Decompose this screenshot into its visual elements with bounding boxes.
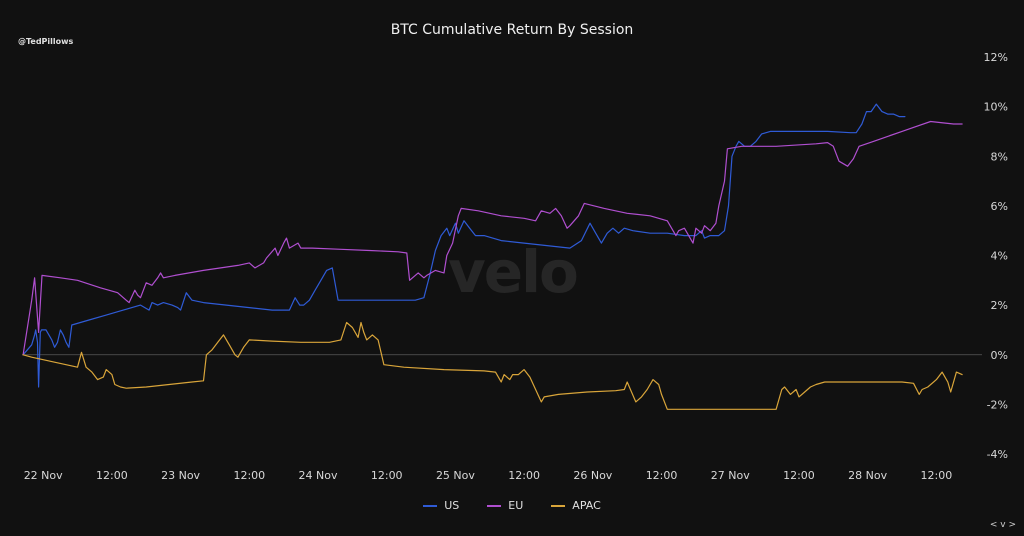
legend-label: APAC — [572, 499, 601, 512]
series-line-apac — [22, 321, 963, 410]
legend-swatch — [551, 504, 566, 507]
legend-swatch — [423, 504, 438, 507]
legend-swatch — [487, 504, 502, 507]
x-tick-label: 28 Nov — [848, 469, 887, 482]
x-tick-label: 22 Nov — [24, 469, 63, 482]
chart-legend: US EU APAC — [0, 499, 1024, 512]
y-tick-label: 10% — [984, 101, 1008, 114]
x-tick-label: 12:00 — [646, 469, 678, 482]
y-tick-label: 0% — [991, 349, 1008, 362]
series-line-eu — [22, 120, 963, 356]
x-tick-label: 12:00 — [233, 469, 265, 482]
chart-title: BTC Cumulative Return By Session — [390, 22, 634, 38]
legend-item-eu[interactable]: EU — [487, 499, 523, 512]
y-tick-label: 12% — [984, 51, 1008, 64]
y-tick-label: 4% — [991, 250, 1008, 263]
y-tick-label: -2% — [987, 398, 1008, 411]
y-tick-label: -4% — [987, 448, 1008, 461]
author-handle: @TedPillows — [18, 37, 74, 46]
x-tick-label: 12:00 — [96, 469, 128, 482]
legend-item-us[interactable]: US — [423, 499, 459, 512]
legend-item-apac[interactable]: APAC — [551, 499, 601, 512]
y-tick-label: 8% — [991, 150, 1008, 163]
x-tick-label: 25 Nov — [436, 469, 475, 482]
legend-label: EU — [508, 499, 524, 512]
x-tick-label: 27 Nov — [711, 469, 750, 482]
x-tick-label: 12:00 — [508, 469, 540, 482]
x-tick-label: 12:00 — [921, 469, 953, 482]
x-tick-label: 12:00 — [783, 469, 815, 482]
y-tick-label: 6% — [991, 200, 1008, 213]
x-tick-label: 24 Nov — [299, 469, 338, 482]
chart-view-toggle[interactable]: < v > — [989, 520, 1016, 530]
x-tick-label: 23 Nov — [161, 469, 200, 482]
y-tick-label: 2% — [991, 299, 1008, 312]
x-tick-label: 12:00 — [371, 469, 403, 482]
series-line-us — [22, 103, 906, 388]
x-tick-label: 26 Nov — [573, 469, 612, 482]
watermark: velo — [448, 238, 579, 306]
legend-label: US — [444, 499, 460, 512]
